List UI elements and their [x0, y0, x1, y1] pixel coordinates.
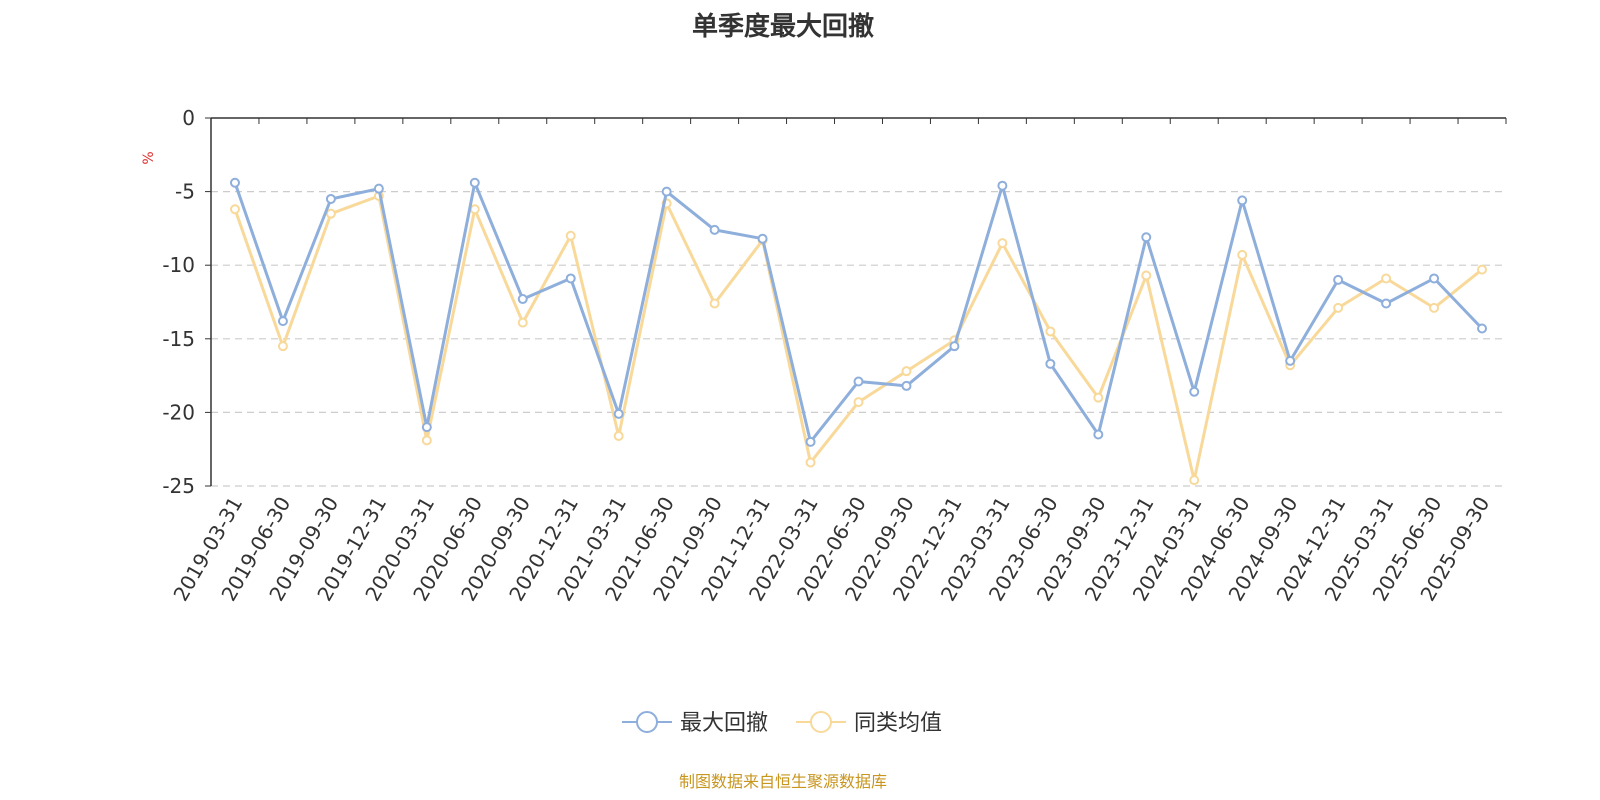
legend[interactable]: 最大回撤 同类均值	[622, 711, 942, 736]
data-point	[277, 316, 288, 327]
data-point	[373, 183, 384, 194]
data-point	[805, 457, 816, 468]
axes: 0-5-10-15-20-252019-03-312019-06-302019-…	[162, 106, 1507, 605]
data-point	[1141, 232, 1152, 243]
data-point	[1429, 273, 1440, 284]
data-point	[613, 408, 624, 419]
data-point	[421, 435, 432, 446]
data-point	[469, 177, 480, 188]
data-point	[421, 422, 432, 433]
data-point	[997, 238, 1008, 249]
legend-marker	[636, 711, 658, 733]
data-point	[853, 397, 864, 408]
data-point	[1237, 249, 1248, 260]
data-point	[901, 366, 912, 377]
data-point	[613, 430, 624, 441]
data-point	[757, 233, 768, 244]
y-tick-label: -25	[162, 474, 195, 498]
data-point	[1381, 298, 1392, 309]
data-point	[1381, 273, 1392, 284]
data-point	[853, 376, 864, 387]
legend-label: 最大回撤	[680, 711, 768, 736]
data-point	[1333, 274, 1344, 285]
data-point	[1477, 323, 1488, 334]
data-point	[229, 204, 240, 215]
data-source-note: 制图数据来自恒生聚源数据库	[678, 772, 887, 791]
y-tick-label: -10	[162, 253, 195, 277]
y-tick-label: -5	[175, 180, 195, 204]
data-point	[517, 294, 528, 305]
data-point	[1237, 195, 1248, 206]
data-point	[277, 341, 288, 352]
data-point	[805, 436, 816, 447]
chart-title: 单季度最大回撤	[691, 12, 874, 42]
data-point	[325, 208, 336, 219]
data-point	[565, 273, 576, 284]
data-point	[1093, 429, 1104, 440]
data-point	[901, 380, 912, 391]
y-tick-label: -15	[162, 327, 195, 351]
data-point	[325, 193, 336, 204]
y-tick-label: -20	[162, 400, 195, 424]
data-point	[1477, 264, 1488, 275]
data-point	[1045, 358, 1056, 369]
legend-marker	[810, 711, 832, 733]
data-point	[469, 204, 480, 215]
data-point	[229, 177, 240, 188]
legend-label: 同类均值	[854, 711, 942, 736]
data-point	[1189, 386, 1200, 397]
series-group	[229, 177, 1488, 486]
data-point	[709, 224, 720, 235]
y-tick-label: 0	[182, 106, 195, 130]
y-axis-unit-label: %	[141, 151, 157, 164]
data-point	[1333, 302, 1344, 313]
data-point	[1141, 270, 1152, 281]
series-line	[233, 194, 1483, 482]
data-point	[1429, 302, 1440, 313]
data-point	[949, 341, 960, 352]
data-point	[709, 298, 720, 309]
data-point	[661, 186, 672, 197]
data-point	[1045, 326, 1056, 337]
data-point	[1189, 475, 1200, 486]
data-point	[565, 230, 576, 241]
data-point	[997, 180, 1008, 191]
data-point	[517, 317, 528, 328]
data-point	[1285, 355, 1296, 366]
data-point	[1093, 392, 1104, 403]
